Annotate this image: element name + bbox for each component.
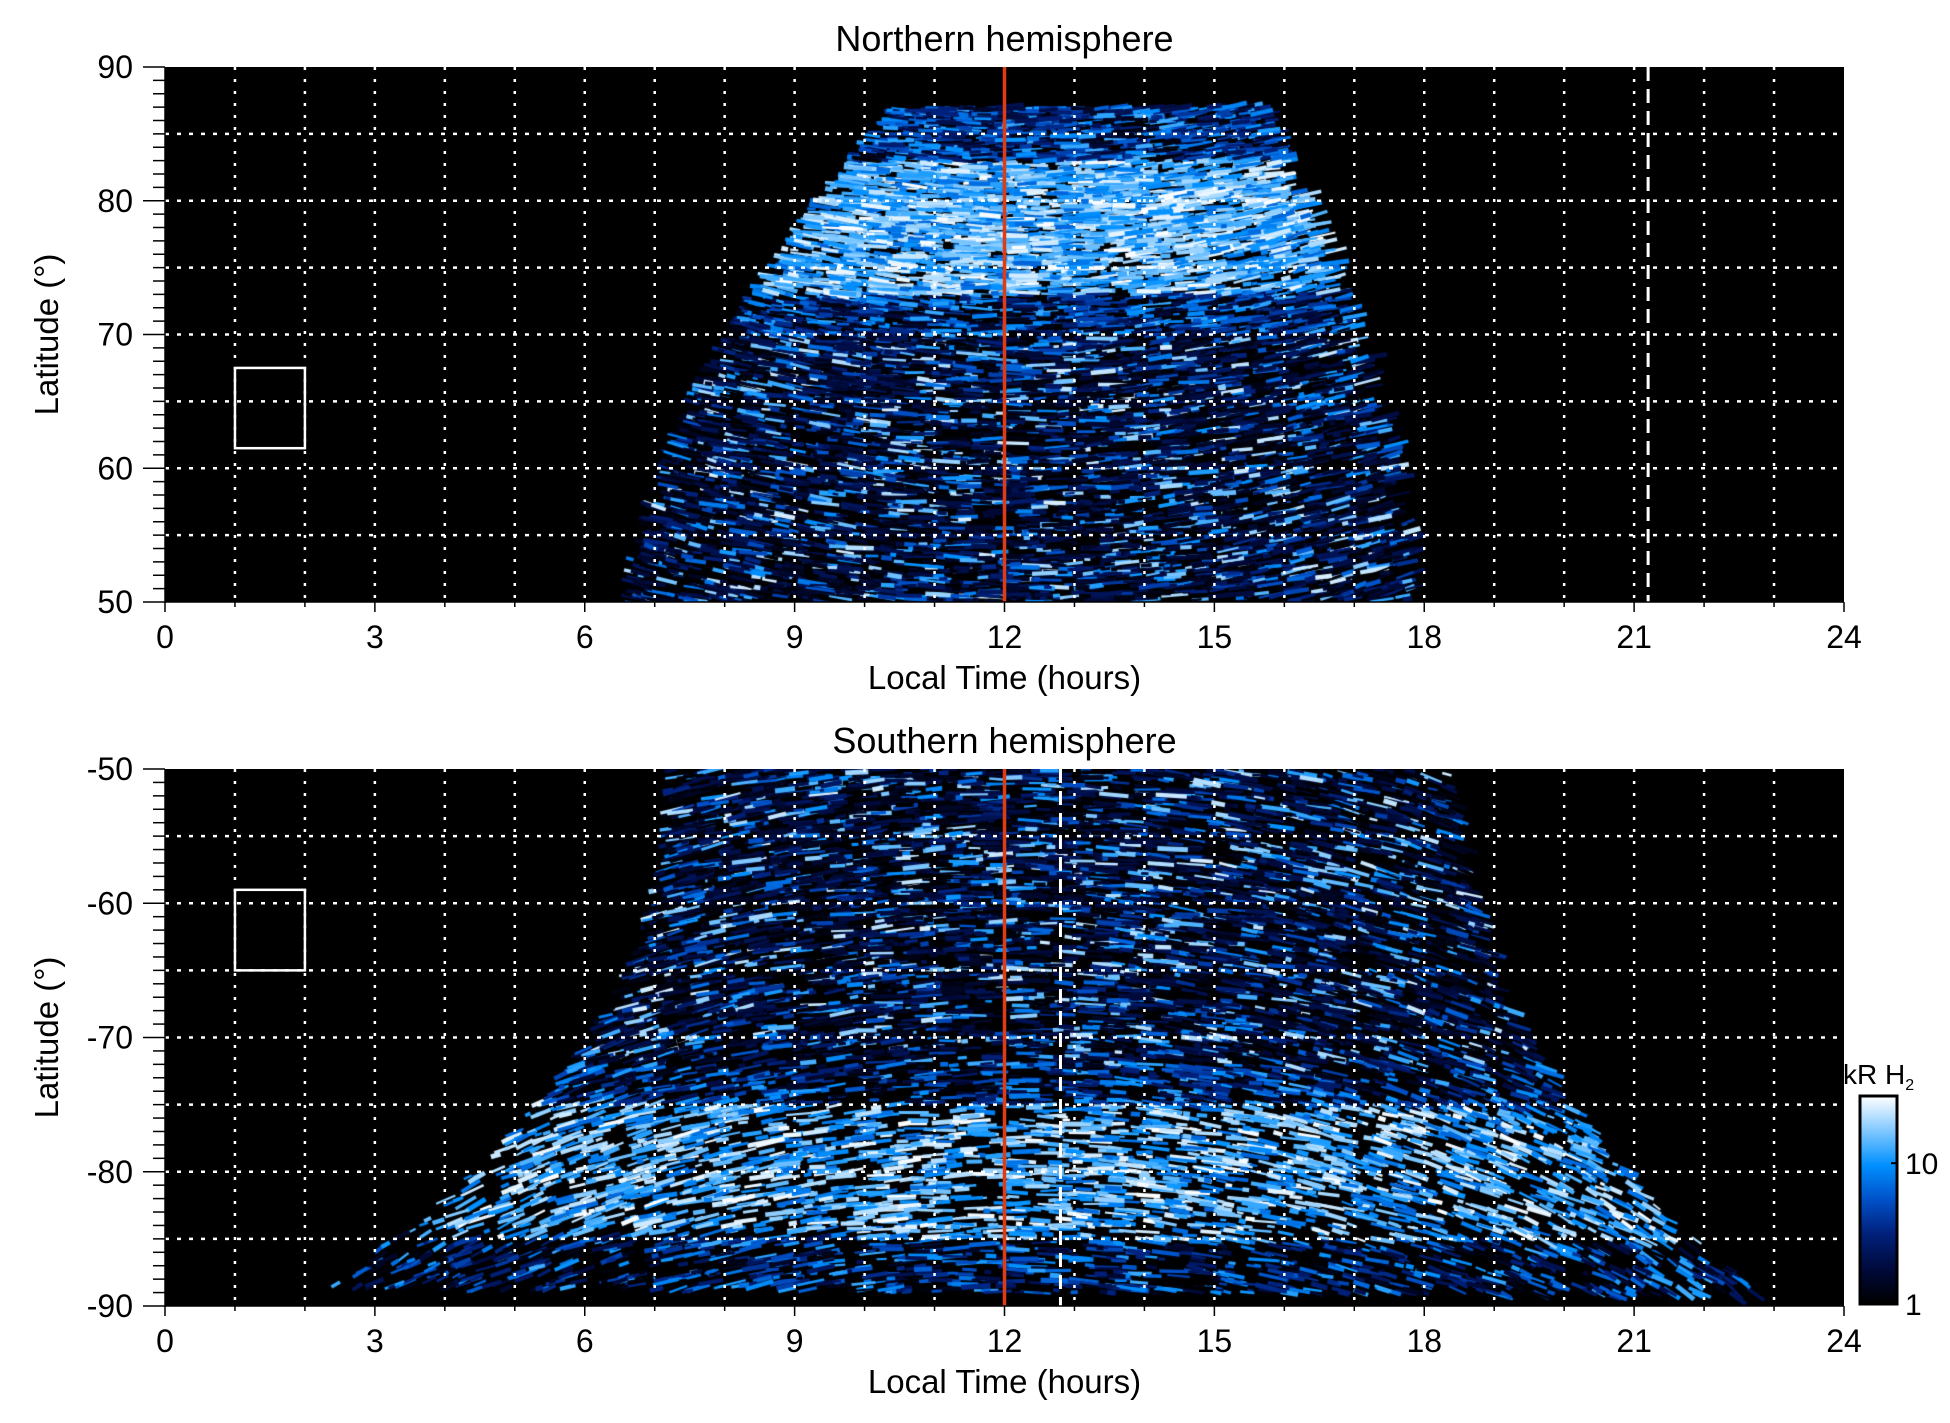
x-tick-label: 21 (1616, 1323, 1652, 1359)
colorbar-label: kR H2 (1843, 1059, 1914, 1094)
y-tick-label: -80 (87, 1154, 133, 1190)
x-tick-label: 0 (156, 1323, 174, 1359)
y-tick-label: 90 (97, 49, 133, 85)
y-tick-label: -70 (87, 1020, 133, 1056)
y-tick-label: 50 (97, 584, 133, 620)
grid-lines (165, 769, 1844, 1306)
x-tick-label: 3 (366, 619, 384, 655)
x-tick-label: 24 (1826, 1323, 1862, 1359)
y-tick-label: -90 (87, 1288, 133, 1324)
panel-title: Northern hemisphere (835, 18, 1173, 59)
colorbar-tick-label: 1 (1905, 1289, 1922, 1322)
y-tick-label: 70 (97, 317, 133, 353)
y-tick-label: 60 (97, 450, 133, 486)
y-axis-label: Latitude (°) (28, 254, 65, 416)
colorbar-frame (1858, 1094, 1899, 1306)
x-axis-label: Local Time (hours) (868, 659, 1141, 696)
x-tick-label: 18 (1406, 1323, 1442, 1359)
x-tick-label: 12 (987, 619, 1023, 655)
x-tick-label: 6 (576, 1323, 594, 1359)
y-tick-label: -60 (87, 885, 133, 921)
colorbar-label-subscript: 2 (1905, 1077, 1914, 1094)
y-tick-label: -50 (87, 751, 133, 787)
y-tick-label: 80 (97, 183, 133, 219)
x-tick-label: 3 (366, 1323, 384, 1359)
annotation-box (233, 888, 307, 972)
y-axis-label: Latitude (°) (28, 957, 65, 1119)
x-tick-label: 6 (576, 619, 594, 655)
x-tick-label: 9 (786, 619, 804, 655)
x-tick-label: 9 (786, 1323, 804, 1359)
x-tick-label: 15 (1197, 619, 1233, 655)
panel-title: Southern hemisphere (832, 720, 1176, 761)
x-tick-label: 18 (1406, 619, 1442, 655)
x-tick-label: 24 (1826, 619, 1862, 655)
x-tick-label: 15 (1197, 1323, 1233, 1359)
colorbar-gradient (1860, 1096, 1897, 1304)
x-tick-label: 21 (1616, 619, 1652, 655)
x-tick-label: 12 (987, 1323, 1023, 1359)
colorbar-tick-label: 10 (1905, 1148, 1938, 1181)
x-tick-label: 0 (156, 619, 174, 655)
x-axis-label: Local Time (hours) (868, 1363, 1141, 1400)
annotation-box (233, 366, 307, 450)
